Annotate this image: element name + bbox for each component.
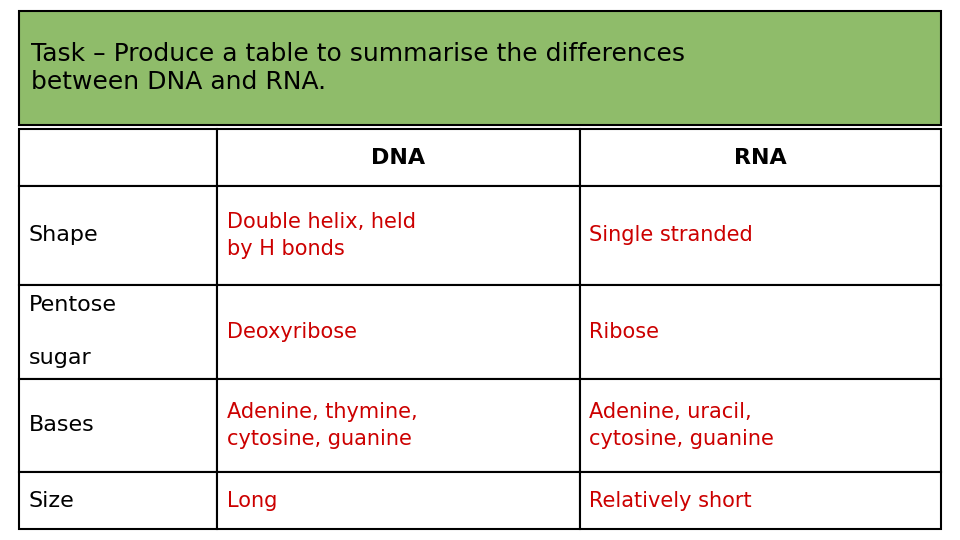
Bar <box>19 379 217 472</box>
Bar <box>217 379 580 472</box>
Bar <box>580 129 941 186</box>
Bar <box>19 186 217 285</box>
Text: Long: Long <box>227 491 277 511</box>
Text: Relatively short: Relatively short <box>589 491 752 511</box>
Text: RNA: RNA <box>733 147 786 167</box>
Bar <box>217 129 580 186</box>
Bar <box>580 379 941 472</box>
Bar <box>580 472 941 529</box>
Bar <box>580 285 941 379</box>
Text: Adenine, thymine,
cytosine, guanine: Adenine, thymine, cytosine, guanine <box>227 402 418 449</box>
Bar <box>19 472 217 529</box>
Text: Task – Produce a table to summarise the differences
between DNA and RNA.: Task – Produce a table to summarise the … <box>31 42 684 94</box>
Text: Double helix, held
by H bonds: Double helix, held by H bonds <box>227 212 416 259</box>
Text: DNA: DNA <box>372 147 425 167</box>
Text: Single stranded: Single stranded <box>589 225 753 245</box>
Bar <box>19 129 217 186</box>
Bar <box>580 186 941 285</box>
Bar <box>19 285 217 379</box>
Bar <box>217 285 580 379</box>
Text: Deoxyribose: Deoxyribose <box>227 322 357 342</box>
Text: Adenine, uracil,
cytosine, guanine: Adenine, uracil, cytosine, guanine <box>589 402 774 449</box>
Text: Bases: Bases <box>29 415 94 435</box>
Text: Shape: Shape <box>29 225 99 245</box>
Bar <box>19 11 941 125</box>
Bar <box>217 472 580 529</box>
Text: Size: Size <box>29 491 75 511</box>
Bar <box>217 186 580 285</box>
Text: Pentose

sugar: Pentose sugar <box>29 295 117 368</box>
Text: Ribose: Ribose <box>589 322 660 342</box>
